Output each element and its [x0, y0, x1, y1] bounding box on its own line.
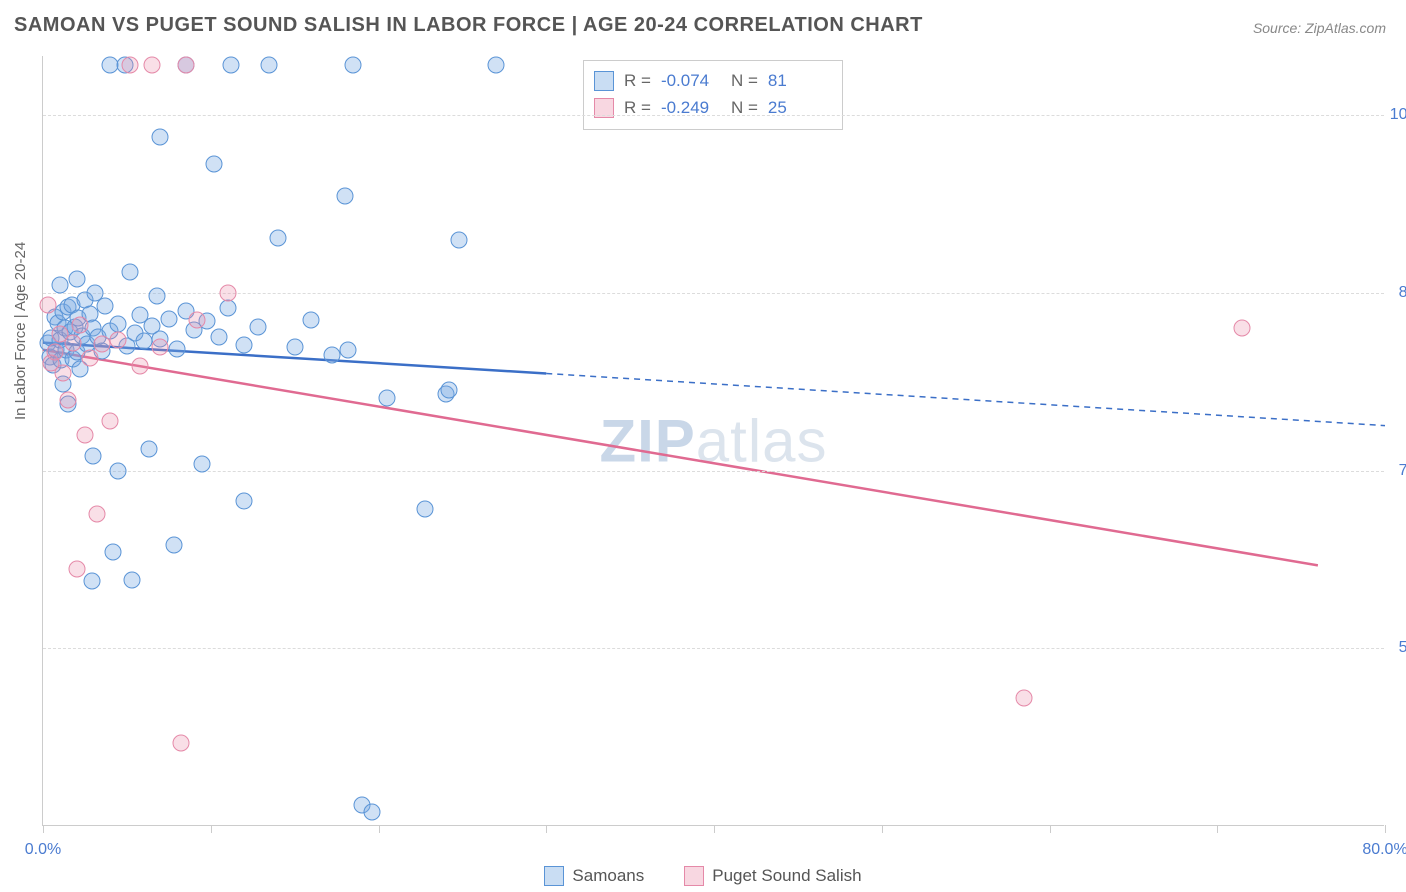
source-label: Source: ZipAtlas.com — [1253, 20, 1386, 36]
data-point — [440, 382, 457, 399]
data-point — [177, 57, 194, 74]
data-point — [97, 297, 114, 314]
chart-title: SAMOAN VS PUGET SOUND SALISH IN LABOR FO… — [14, 14, 923, 37]
data-point — [323, 346, 340, 363]
correlation-chart: SAMOAN VS PUGET SOUND SALISH IN LABOR FO… — [0, 0, 1406, 892]
data-point — [51, 276, 68, 293]
x-tick-mark — [546, 825, 547, 833]
data-point — [149, 288, 166, 305]
data-point — [68, 270, 85, 287]
x-tick-mark — [882, 825, 883, 833]
regression-line-extrapolated — [546, 373, 1385, 425]
series-legend: Samoans Puget Sound Salish — [0, 866, 1406, 886]
data-point — [140, 441, 157, 458]
x-tick-mark — [379, 825, 380, 833]
data-point — [219, 300, 236, 317]
data-point — [55, 365, 72, 382]
data-point — [189, 312, 206, 329]
data-point — [222, 57, 239, 74]
data-point — [152, 128, 169, 145]
data-point — [261, 57, 278, 74]
x-tick-mark — [1050, 825, 1051, 833]
data-point — [102, 412, 119, 429]
data-point — [88, 506, 105, 523]
data-point — [105, 544, 122, 561]
data-point — [122, 263, 139, 280]
data-point — [93, 335, 110, 352]
data-point — [160, 310, 177, 327]
regression-lines — [43, 56, 1385, 826]
data-point — [345, 57, 362, 74]
data-point — [1234, 320, 1251, 337]
swatch-pink — [684, 866, 704, 886]
plot-area: ZIPatlas R = -0.074 N = 81 R = -0.249 N … — [42, 56, 1384, 826]
data-point — [85, 448, 102, 465]
data-point — [236, 337, 253, 354]
data-point — [194, 455, 211, 472]
x-tick-mark — [211, 825, 212, 833]
data-point — [71, 316, 88, 333]
data-point — [286, 339, 303, 356]
gridline — [43, 293, 1384, 294]
data-point — [110, 332, 127, 349]
data-point — [172, 735, 189, 752]
legend-item: Samoans — [544, 866, 644, 886]
data-point — [269, 230, 286, 247]
gridline — [43, 471, 1384, 472]
swatch-blue — [544, 866, 564, 886]
data-point — [206, 155, 223, 172]
data-point — [123, 571, 140, 588]
legend-item: Puget Sound Salish — [684, 866, 861, 886]
gridline — [43, 648, 1384, 649]
data-point — [68, 560, 85, 577]
x-tick-mark — [43, 825, 44, 833]
legend-label: Puget Sound Salish — [712, 866, 861, 886]
data-point — [110, 315, 127, 332]
data-point — [378, 390, 395, 407]
data-point — [132, 358, 149, 375]
x-tick-label: 0.0% — [25, 841, 61, 859]
data-point — [76, 427, 93, 444]
data-point — [487, 57, 504, 74]
data-point — [165, 537, 182, 554]
y-tick-label: 55.0% — [1388, 639, 1406, 657]
x-tick-mark — [714, 825, 715, 833]
data-point — [83, 572, 100, 589]
x-tick-label: 80.0% — [1362, 841, 1406, 859]
data-point — [46, 344, 63, 361]
y-tick-label: 100.0% — [1388, 106, 1406, 124]
data-point — [65, 334, 82, 351]
data-point — [211, 328, 228, 345]
data-point — [1016, 690, 1033, 707]
data-point — [219, 284, 236, 301]
data-point — [363, 803, 380, 820]
data-point — [451, 231, 468, 248]
data-point — [144, 57, 161, 74]
y-axis-label: In Labor Force | Age 20-24 — [12, 242, 29, 420]
data-point — [152, 339, 169, 356]
data-point — [336, 187, 353, 204]
legend-label: Samoans — [572, 866, 644, 886]
data-point — [249, 319, 266, 336]
y-tick-label: 85.0% — [1388, 284, 1406, 302]
data-point — [169, 340, 186, 357]
data-point — [81, 350, 98, 367]
data-point — [110, 462, 127, 479]
data-point — [135, 333, 152, 350]
data-point — [236, 493, 253, 510]
data-point — [122, 57, 139, 74]
data-point — [303, 312, 320, 329]
x-tick-mark — [1385, 825, 1386, 833]
y-tick-label: 70.0% — [1388, 462, 1406, 480]
gridline — [43, 115, 1384, 116]
x-tick-mark — [1217, 825, 1218, 833]
data-point — [340, 341, 357, 358]
data-point — [417, 500, 434, 517]
data-point — [40, 296, 57, 313]
data-point — [60, 391, 77, 408]
